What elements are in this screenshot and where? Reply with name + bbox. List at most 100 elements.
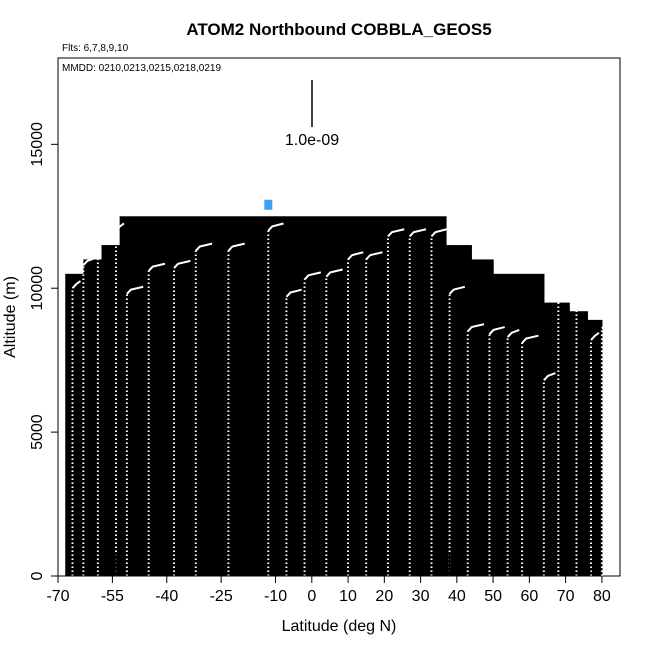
heatmap-cell (480, 259, 491, 275)
heatmap-cell (337, 446, 347, 462)
heatmap-cell (146, 302, 157, 318)
heatmap-cell (578, 331, 588, 347)
heatmap-cell (183, 331, 193, 347)
heatmap-cell (319, 432, 329, 448)
heatmap-cell (391, 432, 402, 448)
heatmap-cell (164, 518, 175, 534)
heatmap-cell (346, 331, 356, 347)
heatmap-cell (282, 403, 293, 419)
heatmap-cell (128, 230, 139, 246)
heatmap-cell (273, 403, 284, 419)
heatmap-cell (183, 360, 193, 376)
heatmap-cell (300, 317, 311, 332)
heatmap-cell (418, 302, 429, 318)
heatmap-cell (480, 417, 491, 433)
heatmap-cell (445, 532, 456, 548)
heatmap-cell (596, 446, 603, 462)
heatmap-cell (364, 417, 375, 433)
level-segment (325, 268, 343, 278)
heatmap-cell (455, 489, 465, 505)
heatmap-cell (309, 288, 320, 304)
heatmap-cell (346, 302, 356, 318)
heatmap-cell (219, 288, 230, 304)
heatmap-cell (355, 216, 365, 232)
heatmap-cell (228, 273, 239, 289)
heatmap-cell (300, 245, 311, 261)
heatmap-cell (355, 230, 365, 246)
heatmap-cell (219, 259, 230, 275)
heatmap-cell (201, 288, 211, 304)
heatmap-cell (83, 331, 94, 347)
heatmap-cell (228, 388, 239, 404)
heatmap-cell (529, 417, 540, 433)
heatmap-cell (74, 432, 84, 448)
heatmap-cell (201, 547, 211, 563)
heatmap-cell (400, 360, 411, 376)
heatmap-cell (328, 561, 338, 576)
heatmap-cell (192, 288, 202, 304)
heatmap-cell (264, 230, 275, 246)
heatmap-cell (337, 518, 347, 534)
heatmap-cell (92, 417, 103, 433)
heatmap-cell (210, 532, 220, 548)
heatmap-cell (201, 331, 211, 347)
heatmap-cell (445, 288, 456, 304)
heatmap-cell (364, 245, 375, 261)
heatmap-cell (364, 518, 375, 534)
heatmap-cell (128, 460, 139, 476)
heatmap-cell (493, 360, 503, 376)
scale-bar: 1.0e-09 (285, 80, 339, 149)
heatmap-cell (319, 561, 329, 576)
heatmap-cell (164, 374, 175, 390)
level-segment (506, 329, 520, 338)
heatmap-cell (128, 374, 139, 390)
heatmap-cell (264, 331, 275, 347)
heatmap-cell (520, 532, 530, 548)
heatmap-cell (355, 345, 365, 361)
heatmap-cell (337, 460, 347, 476)
heatmap-cell (110, 302, 121, 318)
heatmap-cell (455, 460, 465, 476)
heatmap-cell (119, 331, 130, 347)
heatmap-cell (552, 374, 563, 390)
heatmap-cell (445, 345, 456, 361)
heatmap-cell (480, 331, 491, 347)
heatmap-cell (409, 230, 420, 246)
heatmap-cell (355, 446, 365, 462)
heatmap-cell (493, 532, 503, 548)
heatmap-cell (455, 288, 465, 304)
heatmap-cell (578, 432, 588, 448)
heatmap-cell (364, 317, 375, 332)
heatmap-cell (346, 374, 356, 390)
heatmap-cell (596, 547, 603, 563)
heatmap-cell (328, 273, 338, 289)
heatmap-cell (246, 288, 257, 304)
heatmap-cell (373, 388, 384, 404)
level-segment (466, 323, 485, 333)
heatmap-cell (578, 403, 588, 419)
heatmap-cell (155, 317, 166, 332)
heatmap-cell (529, 504, 540, 520)
heatmap-cell (264, 532, 275, 548)
heatmap-cell (493, 417, 503, 433)
heatmap-cell (128, 561, 139, 576)
heatmap-cell (65, 446, 75, 462)
heatmap-cell (264, 360, 275, 376)
x-tick-label: 20 (375, 588, 393, 605)
heatmap-cell (219, 417, 230, 433)
heatmap-cell (464, 489, 472, 505)
heatmap-cell (128, 475, 139, 491)
heatmap-cell (237, 288, 248, 304)
heatmap-cell (455, 360, 465, 376)
heatmap-cell (101, 259, 112, 275)
heatmap-cell (273, 432, 284, 448)
heatmap-cell (373, 532, 384, 548)
heatmap-cell (319, 547, 329, 563)
heatmap-cell (246, 475, 257, 491)
heatmap-cell (455, 504, 465, 520)
heatmap-cell (464, 374, 472, 390)
heatmap-cell (480, 374, 491, 390)
heatmap-cell (569, 311, 579, 318)
heatmap-cell (587, 446, 598, 462)
